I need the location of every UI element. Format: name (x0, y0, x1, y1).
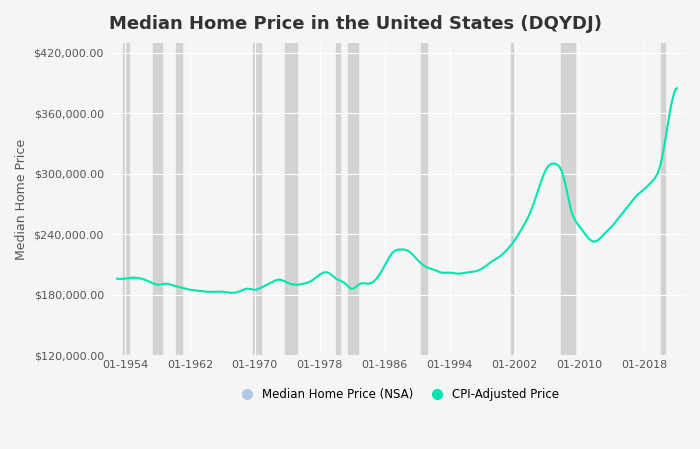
Bar (123, 43, 129, 355)
Y-axis label: Median Home Price: Median Home Price (15, 138, 28, 260)
Bar (153, 43, 162, 355)
Bar (561, 43, 575, 355)
Bar (336, 43, 340, 355)
Bar (510, 43, 512, 355)
Legend: Median Home Price (NSA), CPI-Adjusted Price: Median Home Price (NSA), CPI-Adjusted Pr… (230, 383, 564, 405)
Bar (253, 43, 261, 355)
Text: Median Home Price in the United States (DQYDJ): Median Home Price in the United States (… (108, 15, 602, 33)
Bar (421, 43, 427, 355)
Bar (661, 43, 665, 355)
Bar (286, 43, 298, 355)
Bar (176, 43, 182, 355)
Bar (348, 43, 358, 355)
